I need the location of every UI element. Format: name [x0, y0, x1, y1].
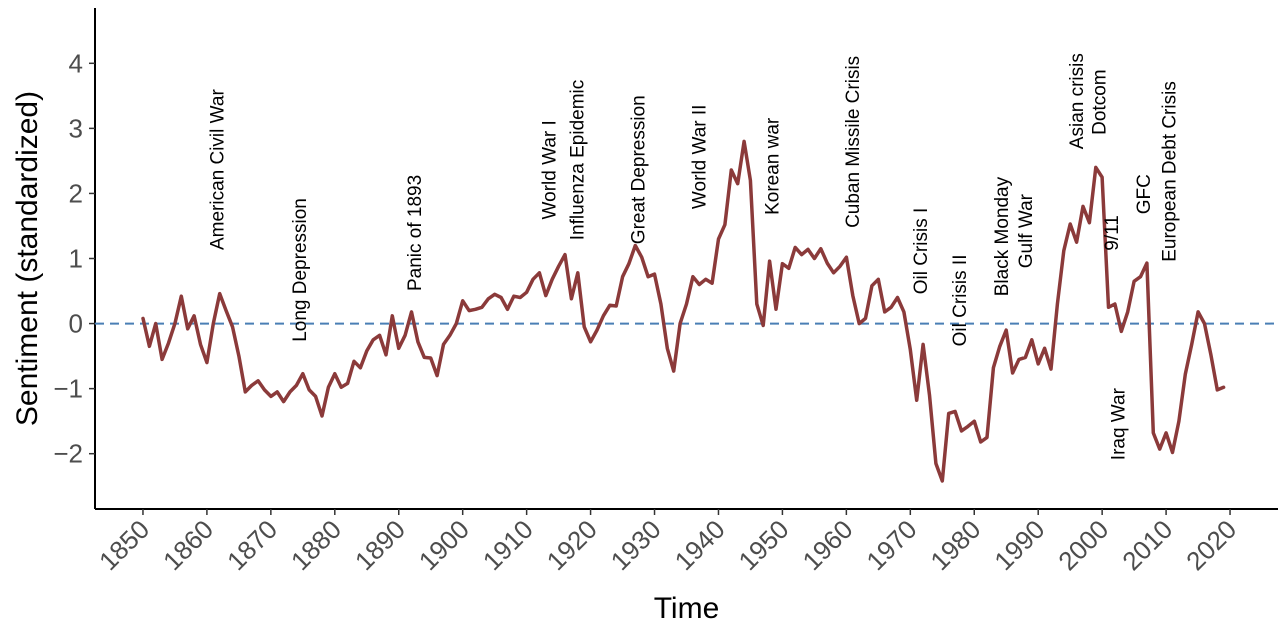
- x-axis-title: Time: [654, 592, 720, 625]
- x-tick-label: 1890: [349, 514, 411, 576]
- x-tick-label: 2010: [1116, 514, 1178, 576]
- x-tick-label: 1980: [924, 514, 986, 576]
- event-label: World War II: [690, 105, 711, 210]
- event-label: World War I: [539, 120, 560, 219]
- x-tick-label: 1850: [93, 514, 155, 576]
- y-tick-label: 4: [69, 48, 83, 78]
- y-tick-label: −2: [53, 439, 83, 469]
- event-label: Oil Crisis I: [911, 208, 932, 295]
- event-label: Asian crisis: [1067, 53, 1088, 149]
- x-tick-label: 1950: [733, 514, 795, 576]
- event-label: Influenza Epidemic: [568, 80, 589, 241]
- event-label: Cuban Missile Crisis: [843, 56, 864, 228]
- x-tick-label: 2020: [1180, 514, 1242, 576]
- y-tick-label: 0: [69, 309, 83, 339]
- y-axis-title: Sentiment (standardized): [11, 91, 44, 426]
- event-annotations: American Civil War Long Depression Panic o…: [208, 53, 1181, 460]
- x-tick-label: 2000: [1052, 514, 1114, 576]
- sentiment-series-line: [141, 139, 1226, 483]
- y-tick-label: 1: [69, 244, 83, 274]
- axes: [89, 8, 1278, 515]
- x-tick-label: 1900: [413, 514, 475, 576]
- x-tick-label: 1880: [285, 514, 347, 576]
- y-tick-label: 3: [69, 113, 83, 143]
- event-label: American Civil War: [208, 89, 229, 250]
- x-tick-label: 1990: [988, 514, 1050, 576]
- event-label: Panic of 1893: [405, 175, 426, 291]
- x-tick-label: 1870: [221, 514, 283, 576]
- y-tick-label: −1: [53, 374, 83, 404]
- series-group: [141, 139, 1226, 483]
- event-label: 9/11: [1102, 215, 1123, 251]
- event-label: Oil Crisis II: [950, 255, 971, 347]
- x-tick-label: 1970: [860, 514, 922, 576]
- event-label: European Debt Crisis: [1160, 81, 1181, 262]
- x-tick-label: 1860: [157, 514, 219, 576]
- event-label: Gulf War: [1016, 193, 1037, 268]
- x-tick-label: 1940: [669, 514, 731, 576]
- x-tick-label: 1910: [477, 514, 539, 576]
- x-tick-label: 1960: [796, 514, 858, 576]
- event-label: Black Monday: [992, 176, 1013, 296]
- event-label: Great Depression: [628, 95, 649, 244]
- x-tick-label: 1930: [605, 514, 667, 576]
- event-label: Long Depression: [290, 198, 311, 342]
- x-tick-label: 1920: [541, 514, 603, 576]
- y-tick-label: 2: [69, 178, 83, 208]
- event-label: GFC: [1134, 174, 1155, 214]
- event-label: Iraq War: [1109, 387, 1130, 460]
- event-label: Dotcom: [1089, 69, 1110, 134]
- event-label: Korean war: [763, 117, 784, 215]
